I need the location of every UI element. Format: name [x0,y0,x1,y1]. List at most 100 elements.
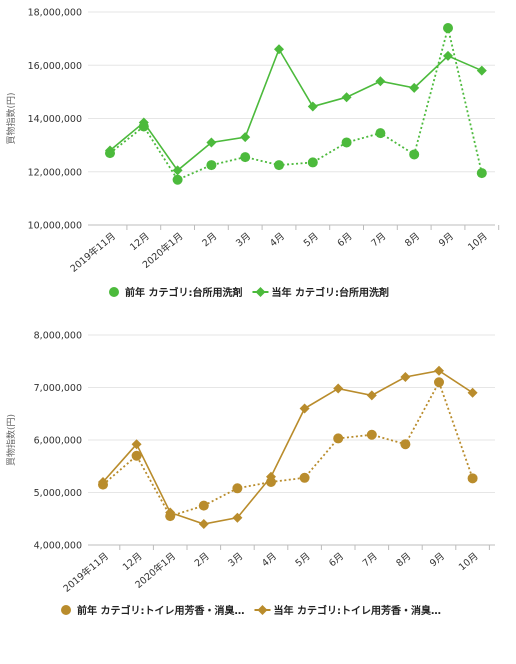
data-point-diamond [341,92,352,103]
legend-marker-circle [61,605,71,615]
y-axis-label: 買物指数(円) [5,92,17,144]
data-point-diamond [198,519,209,529]
series-previous-year [98,377,478,522]
y-tick-label: 10,000,000 [28,221,82,232]
data-point-diamond [375,76,386,87]
x-tick-label: 5月 [302,231,321,249]
data-point-diamond [299,403,310,414]
data-point-diamond [333,383,344,394]
data-point-circle [307,157,318,168]
x-tick-label: 2月 [193,551,212,569]
x-tick-label: 9月 [428,551,447,569]
x-tick-label: 2月 [200,231,219,249]
y-tick-label: 4,000,000 [34,541,82,552]
y-tick-label: 7,000,000 [34,383,82,394]
y-tick-label: 6,000,000 [34,436,82,447]
x-tick-label: 10月 [466,231,490,253]
data-point-diamond [307,101,318,112]
data-point-circle [232,483,243,494]
x-tick-label: 5月 [294,551,313,569]
data-point-circle [366,429,377,440]
y-tick-label: 12,000,000 [28,167,82,178]
x-tick-label: 3月 [234,231,253,249]
x-tick-label: 12月 [128,231,152,253]
data-point-diamond [476,65,487,76]
data-point-diamond [240,132,251,143]
legend-item: 当年 カテゴリ:トイレ用芳香・消臭… [254,604,441,617]
y-axis-label: 買物指数(円) [5,414,17,466]
data-point-diamond [138,117,149,128]
data-point-circle [172,174,183,185]
legend-marker-circle [109,287,119,297]
x-tick-label: 8月 [403,231,422,249]
data-point-circle [333,433,344,444]
legend: 前年 カテゴリ:台所用洗剤 当年 カテゴリ:台所用洗剤 [109,286,389,299]
legend: 前年 カテゴリ:トイレ用芳香・消臭… 当年 カテゴリ:トイレ用芳香・消臭… [61,604,441,617]
series-line [109,27,483,181]
series-line [109,47,483,172]
legend-label: 当年 カテゴリ:トイレ用芳香・消臭… [273,604,440,617]
data-point-circle [434,377,444,388]
chart-toilet-deodorant: 4,000,000 5,000,000 6,000,000 7,000,000 8,00… [5,331,495,617]
data-point-diamond [206,137,217,148]
x-tick-label: 7月 [361,551,380,569]
data-point-diamond [232,512,243,523]
data-point-circle [206,160,217,171]
legend-label: 前年 カテゴリ:台所用洗剤 [125,286,242,299]
data-point-circle [341,137,352,148]
data-point-diamond [434,365,444,376]
data-point-diamond [131,439,142,450]
legend-marker-diamond [255,287,266,297]
series-current-year [98,365,478,529]
x-tick-label: 6月 [336,231,355,249]
series-previous-year [105,22,487,185]
series-line [102,369,474,525]
x-tick-label: 8月 [394,551,413,569]
data-point-circle [409,149,420,160]
x-tick-label: 4月 [260,551,279,569]
legend-marker-diamond [257,605,268,615]
data-point-diamond [400,372,411,382]
chart-kitchen-detergent: 10,000,000 12,000,000 14,000,000 16,000,000… [5,8,500,299]
data-point-circle [198,500,209,511]
y-tick-label: 5,000,000 [34,488,82,499]
x-tick-label: 3月 [226,551,245,569]
data-point-circle [240,152,251,163]
series-current-year [105,44,487,176]
data-point-diamond [105,145,115,156]
y-tick-label: 16,000,000 [28,61,82,72]
x-tick-label: 2019年11月 [68,230,118,275]
x-tick-label: 10月 [457,551,481,573]
legend-item: 前年 カテゴリ:台所用洗剤 [109,286,242,299]
x-tick-label: 6月 [327,551,346,569]
y-tick-label: 8,000,000 [34,331,82,342]
data-point-circle [443,22,453,33]
data-point-circle [131,450,142,461]
data-point-circle [467,473,478,484]
legend-item: 前年 カテゴリ:トイレ用芳香・消臭… [61,604,244,617]
legend-label: 前年 カテゴリ:トイレ用芳香・消臭… [77,604,244,617]
x-tick-label: 9月 [437,231,456,249]
data-point-diamond [443,50,453,61]
data-point-circle [476,168,487,179]
data-point-diamond [409,82,420,93]
data-point-circle [400,439,411,450]
x-tick-label: 12月 [121,551,145,573]
data-point-diamond [274,44,284,55]
x-tick-label: 4月 [268,231,287,249]
data-point-circle [375,128,386,139]
data-point-diamond [98,477,108,487]
data-point-diamond [266,471,276,482]
data-point-diamond [366,390,377,401]
y-tick-label: 18,000,000 [28,8,82,19]
data-point-diamond [165,507,176,518]
data-point-circle [274,160,284,171]
data-point-circle [299,472,310,483]
data-point-diamond [172,165,183,176]
x-tick-label: 7月 [369,231,388,249]
x-tick-label: 2019年11月 [61,550,111,595]
legend-item: 当年 カテゴリ:台所用洗剤 [252,286,389,299]
y-tick-label: 14,000,000 [28,114,82,125]
legend-label: 当年 カテゴリ:台所用洗剤 [271,286,388,299]
